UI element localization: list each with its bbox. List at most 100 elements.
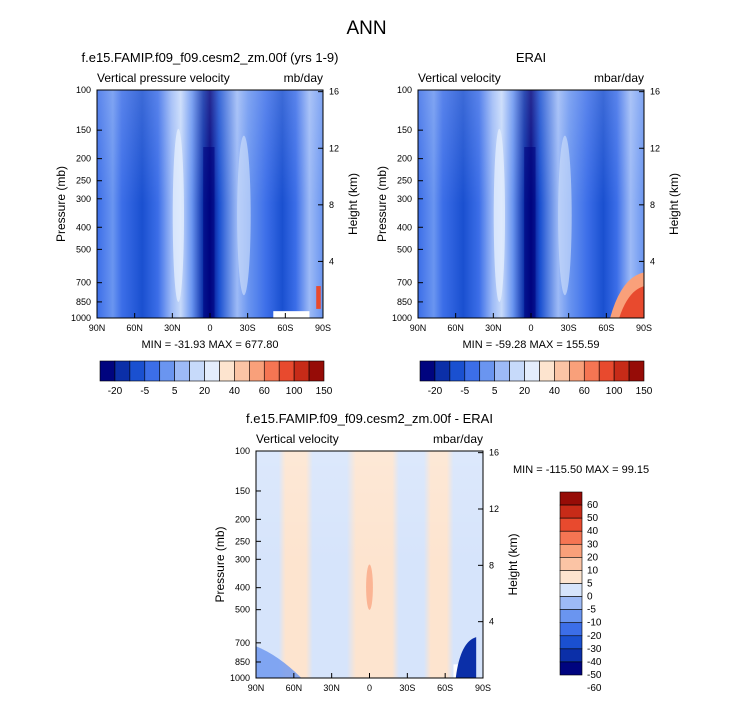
colorbar-box [114,360,131,382]
x-tick-label: 90S [315,323,331,333]
negative-blob [256,646,302,678]
y-tick-label: 500 [235,605,250,615]
equatorial-core [203,147,215,318]
colorbar-label: 50 [587,513,599,524]
y-tick-label: 700 [235,638,250,648]
negative-blob [455,637,477,678]
colorbar-label: -5 [587,605,596,616]
y2-axis-title: Height (km) [667,173,681,235]
colorbar-label: 20 [587,552,599,563]
colorbar-box [554,360,570,382]
x-tick-label: 30S [240,323,256,333]
panel-title: f.e15.FAMIP.f09_f09.cesm2_zm.00f - ERAI [246,411,493,426]
contour-field [256,451,483,678]
colorbar-label: -20 [587,631,602,642]
colorbar-label: 60 [579,386,591,397]
colorbar-box [234,360,250,382]
x-tick-label: 30S [399,683,415,693]
colorbar-box [129,360,146,382]
x-tick-label: 90S [636,323,652,333]
minmax-label: MIN = -31.93 MAX = 677.80 [142,339,279,351]
x-tick-label: 0 [207,323,212,333]
colorbar-label: 5 [587,579,593,590]
y2-tick-label: 16 [489,448,499,458]
y2-tick-label: 12 [650,143,660,153]
polar-max [619,286,644,318]
y2-tick-label: 16 [650,87,660,97]
colorbar-label: -5 [140,386,149,397]
y-tick-label: 150 [397,125,412,135]
panel-left-label: Vertical velocity [256,432,339,446]
colorbar-label: -60 [587,683,602,694]
y-tick-label: 500 [397,244,412,254]
colorbar-label: 20 [519,386,531,397]
y-tick-label: 100 [397,85,412,95]
y-tick-label: 200 [397,154,412,164]
panel-right-label: mbar/day [594,71,644,85]
colorbar-box [159,360,175,382]
y-tick-label: 1000 [230,673,250,683]
panel-title: ERAI [516,50,546,65]
colorbar-label: 150 [316,386,333,397]
y-tick-label: 250 [397,176,412,186]
colorbar-label: -50 [587,670,602,681]
y-tick-label: 850 [397,297,412,307]
colorbar-box [613,360,630,382]
y2-tick-label: 4 [650,256,655,266]
x-tick-label: 30N [323,683,340,693]
colorbar: -20 -5 5 20 40 60 100 150 [419,360,653,397]
y2-tick-label: 8 [329,200,334,210]
x-tick-label: 60S [598,323,614,333]
colorbar-box [539,360,555,382]
y-tick-label: 300 [76,194,91,204]
contour-field [418,90,644,318]
colorbar-box [249,360,265,382]
x-tick-label: 30S [561,323,577,333]
panel-left-label: Vertical pressure velocity [97,71,230,85]
colorbar-box [559,557,583,571]
colorbar-label: -30 [587,644,602,655]
colorbar-box [293,360,310,382]
x-tick-label: 0 [528,323,533,333]
y-axis-title: Pressure (mb) [213,526,227,602]
colorbar-label: -5 [460,386,469,397]
y-tick-label: 100 [76,85,91,95]
x-tick-label: 60N [447,323,464,333]
y2-tick-label: 12 [329,143,339,153]
colorbar-box [308,360,325,382]
colorbar-label: 0 [587,592,593,603]
x-tick-label: 60S [277,323,293,333]
colorbar-label: 20 [199,386,211,397]
panel-left-label: Vertical velocity [418,71,501,85]
colorbar-box [559,583,583,597]
colorbar-label: 30 [587,539,599,550]
y-axis-title: Pressure (mb) [375,166,389,242]
x-tick-label: 60S [437,683,453,693]
x-tick-label: 90N [89,323,106,333]
colorbar-label: 60 [259,386,271,397]
colorbar-box [559,661,583,676]
y-tick-label: 200 [76,154,91,164]
panel-2: ERAI Vertical velocity mbar/day 90N 60N 30N 0 3… [375,50,681,333]
y2-tick-label: 8 [489,560,494,570]
x-tick-label: 30N [485,323,502,333]
y-tick-label: 400 [76,222,91,232]
y2-axis-title: Height (km) [506,533,520,595]
y-tick-label: 150 [76,125,91,135]
y-tick-label: 100 [235,446,250,456]
subsidence-column [172,128,185,303]
colorbar-label: 100 [606,386,623,397]
colorbar-box [628,360,645,382]
colorbar-box [583,360,600,382]
colorbar-box [263,360,280,382]
x-tick-label: 90N [248,683,265,693]
y-tick-label: 1000 [71,313,91,323]
colorbar: -20 -5 5 20 40 60 100 150 [99,360,333,397]
colorbar-label: 40 [549,386,561,397]
page-title: ANN [346,18,387,39]
panel-1: f.e15.FAMIP.f09_f09.cesm2_zm.00f (yrs 1-… [54,50,360,333]
colorbar-box [144,360,161,382]
subsidence-column [493,128,506,303]
